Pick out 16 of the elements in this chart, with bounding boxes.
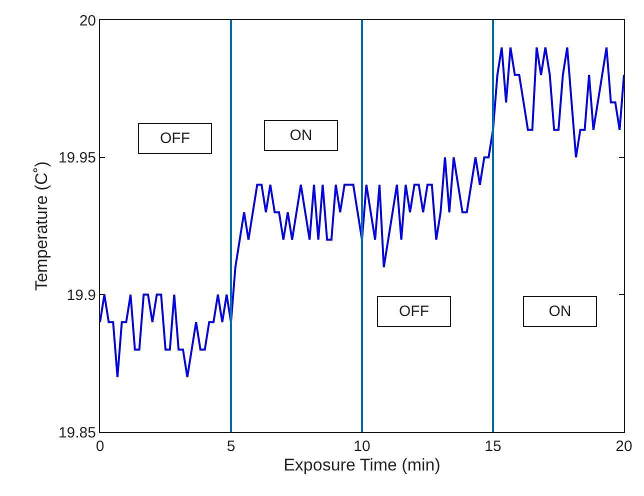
- y-tick-label: 19.9: [66, 286, 96, 304]
- line-series: [100, 46, 624, 378]
- x-tick-label: 0: [96, 438, 104, 455]
- x-axis-title: Exposure Time (min): [284, 455, 440, 474]
- x-tick-label: 5: [226, 438, 236, 455]
- y-tick-label: 19.85: [58, 424, 96, 442]
- x-tick-label: 20: [616, 438, 632, 455]
- annotation: ON: [290, 127, 312, 144]
- annotation: OFF: [399, 303, 429, 320]
- annotation: OFF: [160, 130, 190, 147]
- y-tick-label: 19.95: [58, 150, 96, 167]
- annotation: ON: [548, 303, 572, 320]
- x-tick-label: 15: [484, 438, 502, 455]
- x-tick-label: 10: [354, 438, 370, 455]
- y-axis-title: Temperature (C˚): [32, 161, 52, 291]
- y-tick-label: 20: [79, 12, 96, 30]
